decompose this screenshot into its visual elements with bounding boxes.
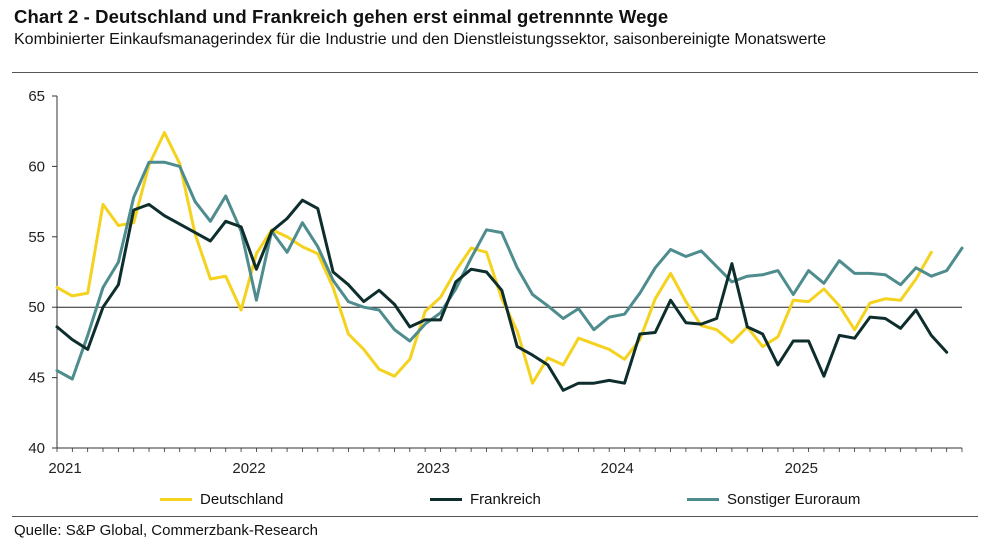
header-divider [12, 72, 978, 73]
line-chart: 40 45 50 55 60 65 2021 2022 2023 2024 2025 [28, 88, 964, 477]
legend: Deutschland Frankreich Sonstiger Eurorau… [0, 488, 990, 510]
chart-subtitle: Kombinierter Einkaufsmanagerindex für di… [14, 31, 827, 48]
y-tick-label: 40 [28, 440, 45, 457]
y-tick-label: 50 [28, 299, 45, 316]
x-tick-label: 2023 [416, 460, 449, 477]
source-note: Quelle: S&P Global, Commerzbank-Research [14, 522, 319, 539]
legend-item-frankreich: Frankreich [430, 488, 541, 510]
legend-label-deutschland: Deutschland [200, 490, 284, 508]
footer-divider [12, 516, 978, 517]
legend-swatch-sonstiger-euroraum [687, 497, 719, 501]
legend-item-sonstiger-euroraum: Sonstiger Euroraum [687, 488, 860, 510]
x-tick-label: 2021 [48, 460, 81, 477]
legend-label-sonstiger-euroraum: Sonstiger Euroraum [727, 490, 861, 508]
y-tick-label: 65 [28, 88, 45, 105]
legend-item-deutschland: Deutschland [160, 488, 283, 510]
x-tick-label: 2025 [785, 460, 818, 477]
y-tick-label: 60 [28, 158, 45, 175]
x-tick-label: 2022 [232, 460, 265, 477]
chart-title: Chart 2 - Deutschland und Frankreich geh… [14, 6, 669, 27]
series-line-sonstiger-euroraum [55, 160, 964, 381]
series-line-frankreich [55, 198, 949, 392]
y-axis: 40 45 50 55 60 65 [28, 88, 58, 457]
x-axis: 2021 2022 2023 2024 2025 [48, 447, 963, 477]
series-lines [55, 131, 964, 392]
x-tick-label: 2024 [601, 460, 634, 477]
legend-swatch-frankreich [430, 497, 462, 501]
legend-swatch-deutschland [160, 497, 192, 501]
legend-label-frankreich: Frankreich [470, 490, 541, 508]
y-tick-label: 55 [28, 229, 45, 246]
series-line-deutschland [55, 131, 933, 385]
y-tick-label: 45 [28, 370, 45, 387]
